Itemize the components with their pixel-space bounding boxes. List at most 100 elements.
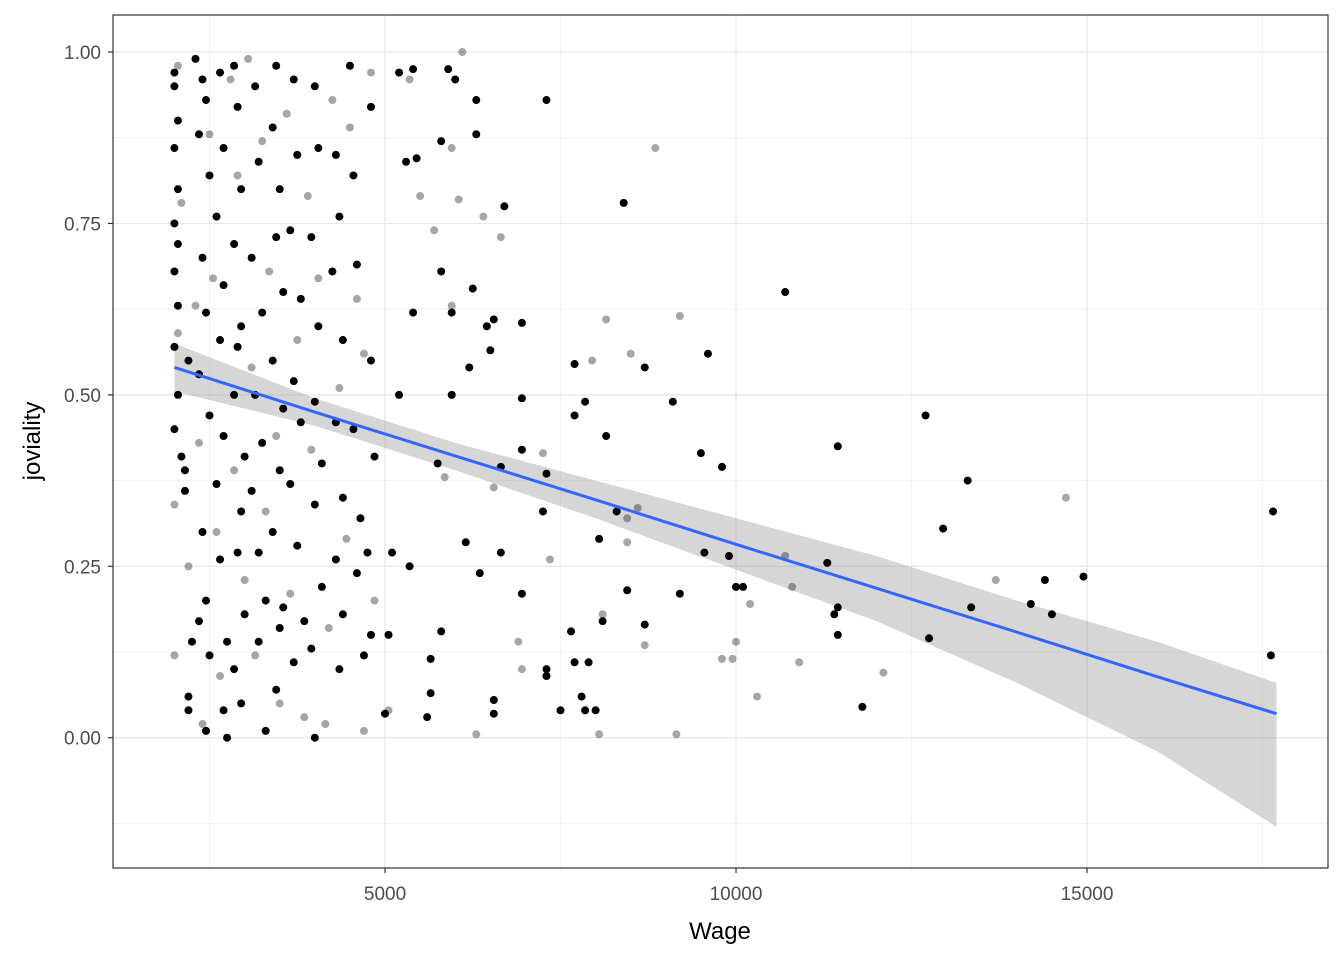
data-point-solid <box>444 65 453 74</box>
data-point-faded <box>675 312 684 321</box>
data-point-solid <box>426 689 435 698</box>
data-point-solid <box>1047 610 1056 619</box>
data-point-solid <box>781 288 790 297</box>
data-point-solid <box>833 442 842 451</box>
data-point-solid <box>202 726 211 735</box>
data-point-solid <box>191 54 200 63</box>
data-point-solid <box>237 699 246 708</box>
data-point-solid <box>173 301 182 310</box>
data-point-solid <box>279 288 288 297</box>
data-point-solid <box>703 349 712 358</box>
data-point-solid <box>1026 600 1035 609</box>
data-point-solid <box>261 726 270 735</box>
data-point-solid <box>198 528 207 537</box>
data-point-solid <box>335 665 344 674</box>
data-point-faded <box>651 144 660 153</box>
data-point-solid <box>275 466 284 475</box>
data-point-faded <box>184 562 193 571</box>
data-point-faded <box>359 349 368 358</box>
y-tick-label: 0.50 <box>64 386 101 407</box>
data-point-solid <box>732 582 741 591</box>
data-point-solid <box>359 651 368 660</box>
data-point-solid <box>925 634 934 643</box>
data-point-solid <box>219 706 228 715</box>
data-point-solid <box>170 144 179 153</box>
data-point-faded <box>230 466 239 475</box>
grid <box>113 15 1328 868</box>
data-point-faded <box>352 294 361 303</box>
data-point-solid <box>517 445 526 454</box>
data-point-solid <box>272 233 281 242</box>
data-point-solid <box>170 425 179 434</box>
data-point-faded <box>633 504 642 513</box>
data-point-solid <box>395 390 404 399</box>
data-point-solid <box>724 552 733 561</box>
data-point-solid <box>310 733 319 742</box>
data-point-solid <box>363 548 372 557</box>
data-point-solid <box>833 630 842 639</box>
data-point-solid <box>345 61 354 70</box>
y-axis: 0.00 0.25 0.50 0.75 1.00 <box>64 43 113 750</box>
data-point-faded <box>359 726 368 735</box>
data-point-faded <box>496 233 505 242</box>
data-point-faded <box>307 445 316 454</box>
data-point-solid <box>173 185 182 194</box>
data-point-solid <box>472 130 481 139</box>
data-point-faded <box>300 713 309 722</box>
data-point-solid <box>223 637 232 646</box>
data-point-solid <box>384 630 393 639</box>
data-point-solid <box>668 397 677 406</box>
data-point-faded <box>212 528 221 537</box>
data-point-faded <box>194 438 203 447</box>
data-point-solid <box>230 665 239 674</box>
data-point-solid <box>310 397 319 406</box>
data-point-faded <box>517 665 526 674</box>
data-point-solid <box>275 624 284 633</box>
data-point-solid <box>426 654 435 663</box>
data-point-solid <box>858 702 867 711</box>
data-point-faded <box>623 538 632 547</box>
data-point-solid <box>402 157 411 166</box>
data-point-faded <box>293 336 302 345</box>
data-point-faded <box>335 384 344 393</box>
data-point-faded <box>261 507 270 516</box>
data-point-solid <box>591 706 600 715</box>
data-point-solid <box>461 538 470 547</box>
data-point-solid <box>517 589 526 598</box>
data-point-solid <box>598 617 607 626</box>
data-point-solid <box>542 96 551 105</box>
data-point-faded <box>746 600 755 609</box>
data-point-faded <box>170 500 179 509</box>
data-point-solid <box>739 582 748 591</box>
data-point-solid <box>833 603 842 612</box>
data-point-solid <box>310 500 319 509</box>
data-point-solid <box>212 480 221 489</box>
data-point-solid <box>272 61 281 70</box>
data-point-solid <box>258 438 267 447</box>
data-point-faded <box>233 171 242 180</box>
data-point-solid <box>542 469 551 478</box>
data-point-solid <box>338 493 347 502</box>
data-point-solid <box>261 596 270 605</box>
data-point-faded <box>384 706 393 715</box>
data-point-faded <box>275 699 284 708</box>
data-point-faded <box>514 637 523 646</box>
data-point-solid <box>370 452 379 461</box>
data-point-faded <box>324 624 333 633</box>
data-point-solid <box>356 514 365 523</box>
data-point-faded <box>717 654 726 663</box>
data-point-faded <box>247 363 256 372</box>
data-point-solid <box>331 555 340 564</box>
data-point-faded <box>244 54 253 63</box>
data-point-faded <box>795 658 804 667</box>
data-point-solid <box>240 452 249 461</box>
data-point-solid <box>177 452 186 461</box>
data-point-solid <box>216 68 225 77</box>
data-point-faded <box>342 534 351 543</box>
y-tick-label: 1.00 <box>64 43 101 64</box>
data-point-faded <box>173 61 182 70</box>
y-tick-label: 0.00 <box>64 729 101 750</box>
data-point-solid <box>830 610 839 619</box>
data-point-faded <box>177 198 186 207</box>
data-point-solid <box>496 548 505 557</box>
